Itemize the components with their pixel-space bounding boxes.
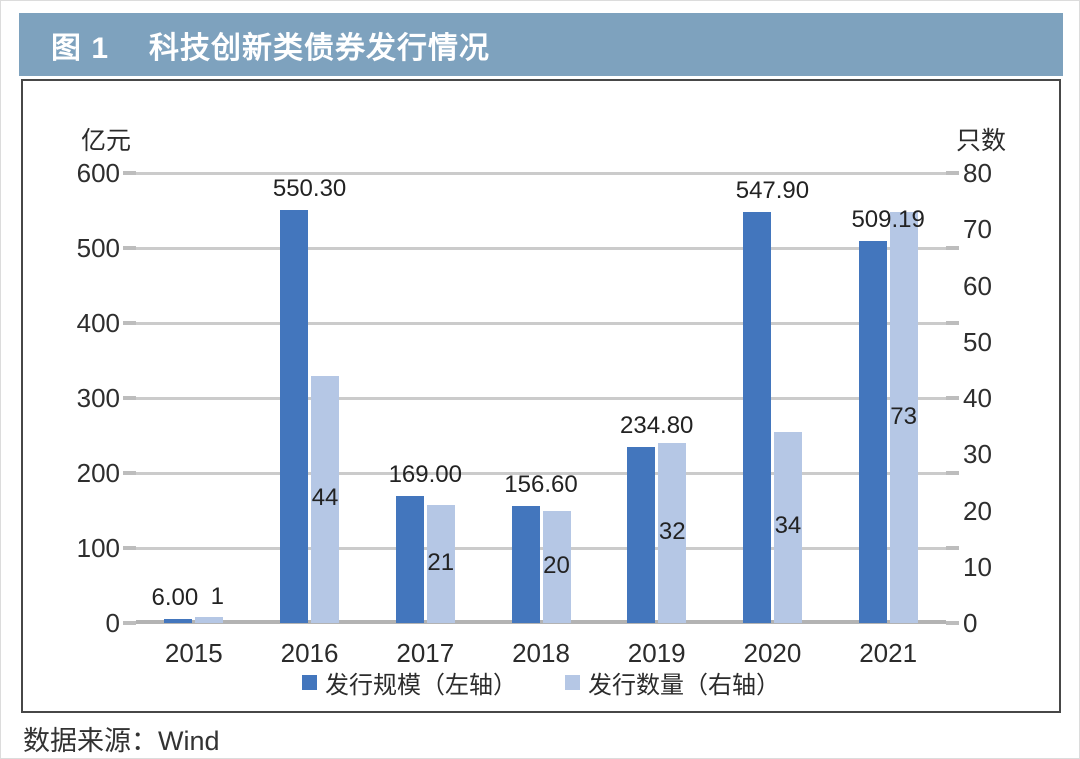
right-axis-tick-label: 10 bbox=[963, 551, 992, 582]
left-axis-tick bbox=[123, 546, 136, 550]
left-axis-tick bbox=[123, 246, 136, 250]
x-axis-category-label: 2015 bbox=[164, 638, 223, 668]
left-axis-tick bbox=[123, 321, 136, 325]
x-axis-category-label: 2016 bbox=[280, 638, 339, 668]
bar-count-label: 73 bbox=[890, 402, 917, 430]
x-axis-category-label: 2017 bbox=[396, 638, 455, 668]
figure-header: 图 1 科技创新类债券发行情况 bbox=[19, 13, 1063, 76]
bar-issuance-count bbox=[542, 510, 571, 623]
bar-issuance-count bbox=[773, 431, 802, 623]
right-axis-tick-label: 80 bbox=[963, 158, 992, 188]
right-axis-tick-label: 0 bbox=[963, 608, 978, 638]
legend-label-scale: 发行规模（左轴） bbox=[325, 672, 517, 699]
bar-count-label: 20 bbox=[543, 551, 570, 579]
x-axis-category-label: 2019 bbox=[627, 638, 686, 668]
bar-issuance-count bbox=[195, 617, 224, 623]
right-axis-tick bbox=[946, 321, 959, 325]
figure-title: 科技创新类债券发行情况 bbox=[149, 31, 491, 65]
bar-issuance-scale bbox=[742, 212, 771, 623]
right-axis-tick bbox=[946, 471, 959, 475]
right-axis-tick bbox=[946, 396, 959, 400]
gridline bbox=[136, 171, 946, 175]
left-axis-tick-label: 600 bbox=[76, 158, 120, 188]
bar-value-label: 550.30 bbox=[272, 175, 347, 203]
bar-issuance-scale bbox=[511, 505, 540, 623]
bar-value-label: 547.90 bbox=[735, 177, 810, 205]
left-axis-tick-label: 300 bbox=[76, 383, 120, 413]
x-axis-category-label: 2018 bbox=[512, 638, 570, 668]
left-axis-unit-label: 亿元 bbox=[81, 127, 132, 155]
legend-swatch-scale bbox=[302, 675, 317, 690]
right-axis-tick-label: 70 bbox=[963, 214, 992, 245]
right-axis-unit-label: 只数 bbox=[956, 127, 1007, 155]
right-axis-tick bbox=[946, 546, 959, 550]
gridline bbox=[136, 546, 946, 550]
bar-issuance-scale bbox=[164, 618, 193, 623]
bar-value-label: 234.80 bbox=[620, 411, 694, 439]
right-axis-tick bbox=[946, 171, 959, 175]
x-axis-category-label: 2020 bbox=[743, 638, 802, 668]
right-axis-tick bbox=[946, 246, 959, 250]
legend-swatch-count bbox=[565, 675, 580, 690]
bar-issuance-scale bbox=[627, 446, 656, 623]
bar-issuance-count bbox=[426, 504, 455, 623]
bar-value-label: 6.00 bbox=[151, 583, 199, 611]
right-axis-tick bbox=[946, 621, 959, 625]
chart-container: 亿元 只数 6.00 1 550.30 44 169.00 21 156.60 20 234.8… bbox=[21, 79, 1061, 713]
legend: 发行规模（左轴） 发行数量（右轴） bbox=[23, 665, 1059, 700]
right-axis-tick-label: 20 bbox=[963, 495, 992, 526]
bar-count-label: 21 bbox=[427, 548, 455, 576]
gridline bbox=[136, 396, 946, 400]
gridline bbox=[136, 620, 946, 624]
left-axis-tick bbox=[123, 471, 136, 475]
bar-issuance-scale bbox=[280, 210, 309, 623]
left-axis-tick-label: 400 bbox=[76, 308, 120, 338]
x-axis-category-label: 2021 bbox=[859, 638, 918, 668]
bar-issuance-count bbox=[889, 212, 918, 623]
bar-issuance-count bbox=[658, 443, 687, 623]
legend-item-issuance-count: 发行数量（右轴） bbox=[565, 665, 780, 700]
gridline bbox=[136, 321, 946, 325]
plot-area: 6.00 1 550.30 44 169.00 21 156.60 20 234.80 32 547… bbox=[136, 171, 946, 624]
bar-count-label: 1 bbox=[210, 583, 225, 611]
right-axis-tick-label: 30 bbox=[963, 439, 992, 470]
left-axis-tick-label: 200 bbox=[76, 458, 120, 488]
bar-count-label: 44 bbox=[311, 484, 339, 512]
bar-value-label: 169.00 bbox=[388, 461, 462, 489]
left-axis-tick bbox=[123, 171, 136, 175]
bar-issuance-count bbox=[311, 375, 340, 623]
gridline bbox=[136, 246, 946, 250]
figure-label: 图 1 bbox=[51, 31, 110, 65]
bar-value-label: 509.19 bbox=[851, 206, 925, 234]
legend-item-issuance-scale: 发行规模（左轴） bbox=[302, 665, 517, 700]
right-axis-tick-label: 50 bbox=[963, 326, 992, 357]
left-axis-tick-label: 500 bbox=[76, 233, 120, 263]
data-source: 数据来源：Wind bbox=[23, 726, 220, 756]
right-axis-tick-label: 60 bbox=[963, 270, 992, 301]
left-axis-tick bbox=[123, 621, 136, 625]
left-axis-tick-label: 100 bbox=[76, 533, 120, 563]
bar-value-label: 156.60 bbox=[504, 470, 578, 498]
bar-count-label: 34 bbox=[774, 512, 802, 540]
bar-issuance-scale bbox=[858, 241, 887, 623]
left-axis-tick bbox=[123, 396, 136, 400]
left-axis-tick-label: 0 bbox=[105, 608, 120, 638]
right-axis-tick-label: 40 bbox=[963, 383, 992, 413]
bar-count-label: 32 bbox=[658, 518, 686, 545]
bar-issuance-scale bbox=[395, 496, 424, 623]
gridline bbox=[136, 471, 946, 475]
legend-label-count: 发行数量（右轴） bbox=[588, 672, 780, 699]
